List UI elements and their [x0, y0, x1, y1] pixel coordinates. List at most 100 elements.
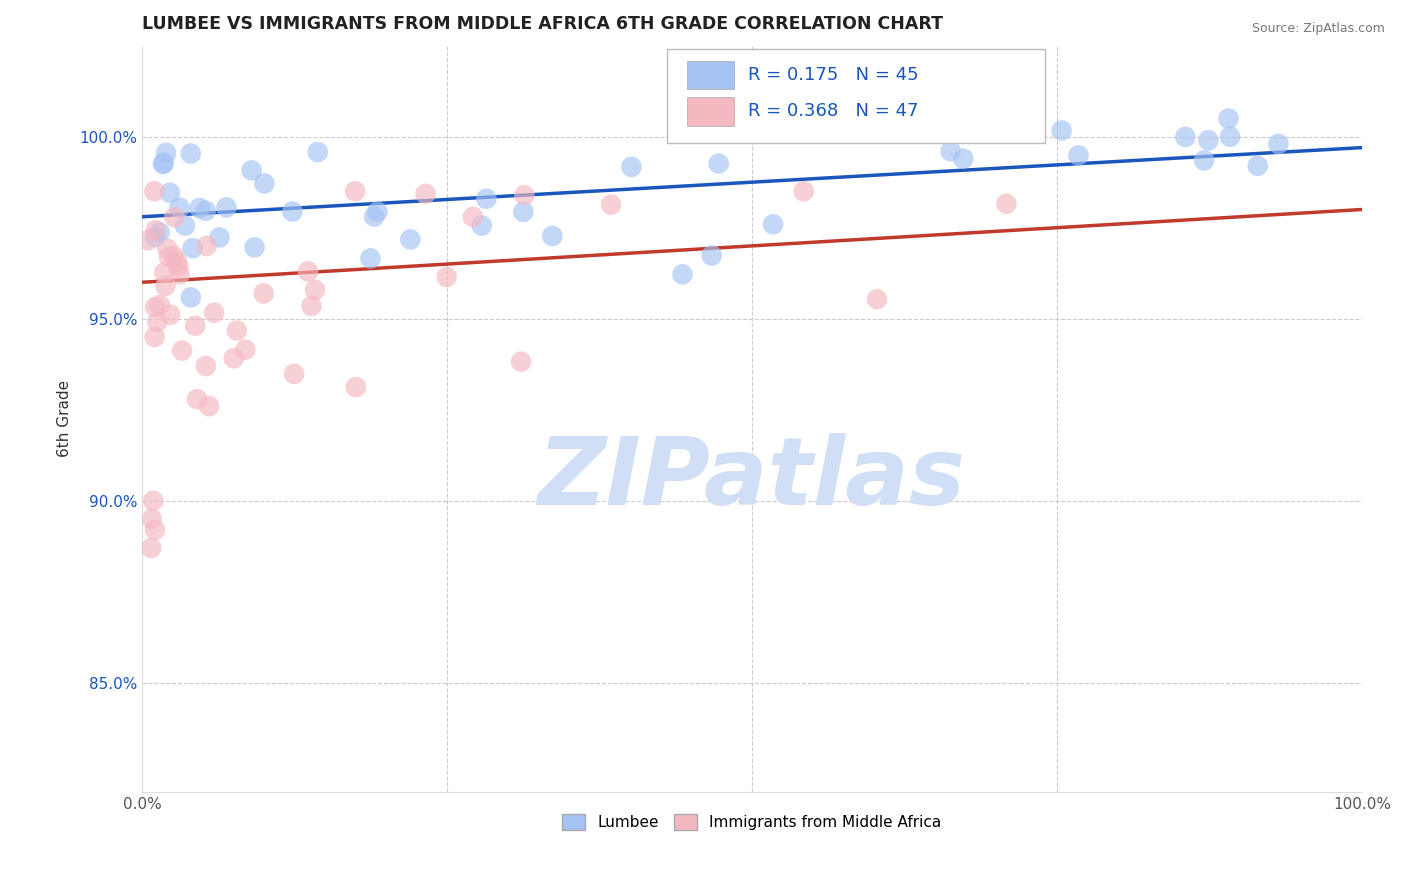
Point [541, 229, 564, 244]
Point [143, 330, 166, 344]
Point [344, 184, 367, 198]
Point [146, 315, 169, 329]
Point [166, 254, 188, 268]
FancyBboxPatch shape [666, 49, 1045, 143]
Point [195, 239, 218, 253]
Point [174, 219, 197, 233]
Point [181, 241, 204, 255]
FancyBboxPatch shape [688, 97, 734, 126]
Point [169, 201, 191, 215]
FancyBboxPatch shape [688, 61, 734, 89]
Point [307, 145, 329, 159]
Point [233, 343, 256, 357]
Point [194, 359, 217, 373]
Point [202, 306, 225, 320]
Point [399, 232, 422, 246]
Point [700, 248, 723, 262]
Text: R = 0.175   N = 45: R = 0.175 N = 45 [748, 66, 920, 84]
Point [186, 392, 208, 406]
Point [148, 225, 170, 239]
Point [762, 217, 785, 231]
Point [225, 324, 247, 338]
Point [707, 156, 730, 170]
Point [510, 354, 533, 368]
Point [253, 177, 276, 191]
Point [366, 204, 388, 219]
Point [995, 196, 1018, 211]
Point [1192, 153, 1215, 168]
Point [188, 201, 211, 215]
Point [1174, 130, 1197, 145]
Point [1267, 136, 1289, 151]
Point [159, 308, 181, 322]
Point [152, 155, 174, 169]
Point [208, 230, 231, 244]
Point [139, 541, 162, 555]
Point [1197, 133, 1219, 147]
Text: Source: ZipAtlas.com: Source: ZipAtlas.com [1251, 22, 1385, 36]
Point [363, 210, 385, 224]
Point [281, 204, 304, 219]
Point [153, 265, 176, 279]
Legend: Lumbee, Immigrants from Middle Africa: Lumbee, Immigrants from Middle Africa [557, 808, 948, 837]
Point [415, 186, 437, 201]
Point [194, 203, 217, 218]
Point [436, 269, 458, 284]
Point [304, 283, 326, 297]
Point [152, 157, 174, 171]
Y-axis label: 6th Grade: 6th Grade [58, 380, 72, 458]
Point [184, 318, 207, 333]
Point [620, 160, 643, 174]
Point [143, 300, 166, 314]
Point [475, 192, 498, 206]
Point [866, 293, 889, 307]
Point [163, 210, 186, 224]
Point [671, 268, 693, 282]
Point [155, 278, 177, 293]
Text: R = 0.368   N = 47: R = 0.368 N = 47 [748, 103, 920, 120]
Point [198, 399, 221, 413]
Point [156, 242, 179, 256]
Point [142, 493, 165, 508]
Text: LUMBEE VS IMMIGRANTS FROM MIDDLE AFRICA 6TH GRADE CORRELATION CHART: LUMBEE VS IMMIGRANTS FROM MIDDLE AFRICA … [142, 15, 943, 33]
Point [222, 351, 245, 366]
Point [360, 252, 382, 266]
Point [939, 144, 962, 158]
Point [145, 223, 167, 237]
Point [136, 233, 159, 247]
Point [1219, 129, 1241, 144]
Point [301, 299, 323, 313]
Point [513, 188, 536, 202]
Point [979, 112, 1001, 126]
Point [180, 290, 202, 304]
Point [1067, 148, 1090, 162]
Point [471, 219, 494, 233]
Point [167, 260, 190, 274]
Point [143, 230, 166, 244]
Point [344, 380, 367, 394]
Point [157, 250, 180, 264]
Text: ZIPatlas: ZIPatlas [538, 433, 966, 524]
Point [159, 186, 181, 200]
Point [141, 512, 163, 526]
Point [163, 249, 186, 263]
Point [143, 184, 166, 198]
Point [600, 197, 623, 211]
Point [253, 286, 276, 301]
Point [461, 210, 484, 224]
Point [243, 240, 266, 254]
Point [512, 205, 534, 219]
Point [169, 267, 191, 281]
Point [283, 367, 305, 381]
Point [1247, 159, 1270, 173]
Point [149, 298, 172, 312]
Point [180, 146, 202, 161]
Point [155, 145, 177, 160]
Point [215, 200, 238, 214]
Point [1218, 112, 1240, 126]
Point [793, 184, 815, 198]
Point [1050, 123, 1073, 137]
Point [143, 523, 166, 537]
Point [170, 343, 193, 358]
Point [240, 163, 263, 178]
